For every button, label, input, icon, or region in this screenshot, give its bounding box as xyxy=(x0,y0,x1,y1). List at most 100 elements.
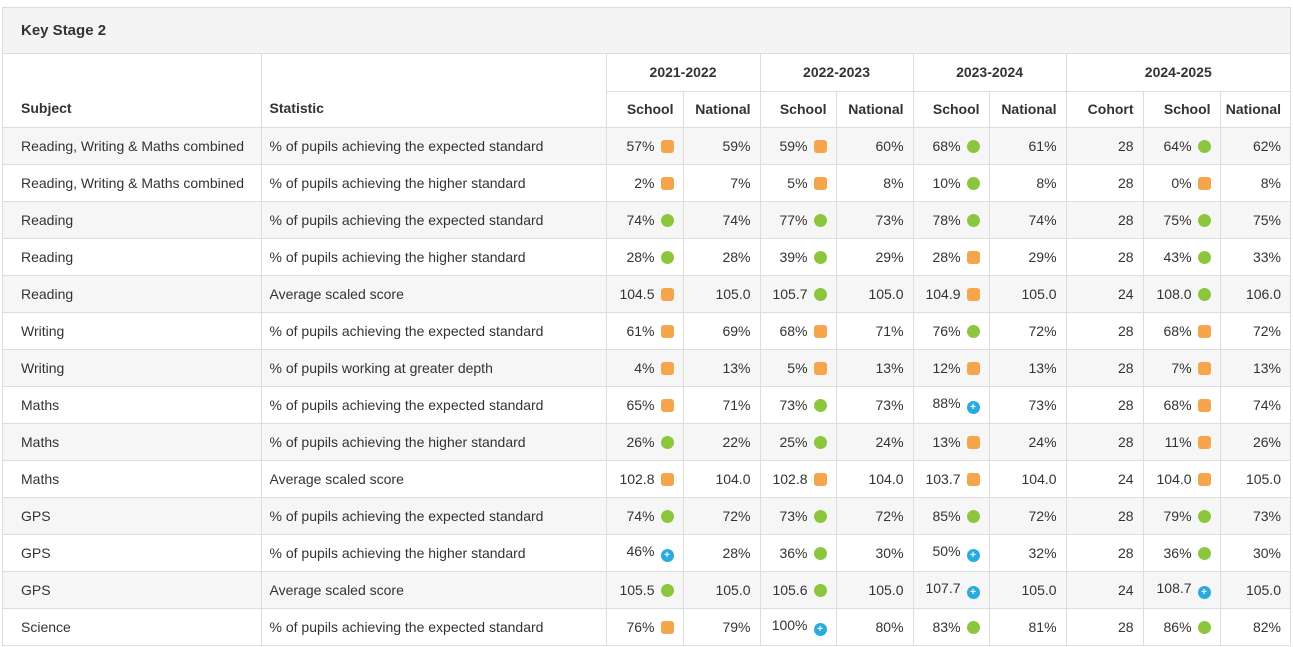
value-cell: 85% xyxy=(912,496,990,535)
circle-green-icon xyxy=(1197,509,1211,523)
value-cell: 39% xyxy=(759,237,837,276)
value-cell: 26% xyxy=(605,422,684,461)
circle-green-icon xyxy=(1197,250,1211,264)
circle-plus-blue-icon: + xyxy=(966,401,980,414)
value-cell: 64% xyxy=(1142,126,1221,165)
cell-value: 22% xyxy=(722,433,751,450)
value-cell: 79% xyxy=(682,607,761,645)
cell-value: 60% xyxy=(875,137,904,154)
cell-value: 73% xyxy=(779,396,808,413)
value-cell: 71% xyxy=(835,311,914,350)
value-cell: 73% xyxy=(759,496,837,535)
cell-value: 28 xyxy=(1117,359,1134,376)
value-cell: 29% xyxy=(988,237,1067,276)
value-cell: 8% xyxy=(988,163,1067,202)
cell-value: 73% xyxy=(875,211,904,228)
value-cell: 28 xyxy=(1065,385,1144,424)
value-cell: 104.0 xyxy=(835,459,914,498)
statistic-cell: % of pupils achieving the higher standar… xyxy=(260,163,607,202)
cell-value: 24% xyxy=(875,433,904,450)
value-cell: 36% xyxy=(759,533,837,572)
cell-value: 105.6 xyxy=(772,581,808,598)
value-cell: 104.0 xyxy=(988,459,1067,498)
cell-value: 59% xyxy=(779,137,808,154)
value-cell: 7% xyxy=(1142,348,1221,387)
column-header-national-2023-2024: National xyxy=(988,90,1067,128)
value-cell: 8% xyxy=(835,163,914,202)
circle-green-icon xyxy=(660,583,674,597)
value-cell: 100% + xyxy=(759,607,837,645)
cell-value: 106.0 xyxy=(1245,285,1281,302)
value-cell: 74% xyxy=(605,200,684,239)
circle-green-icon xyxy=(813,287,827,301)
year-group-header-2021-2022: 2021-2022 xyxy=(605,54,761,92)
cell-value: 57% xyxy=(626,137,655,154)
cell-value: 13% xyxy=(1028,359,1057,376)
results-tbody: Reading, Writing & Maths combined% of pu… xyxy=(3,126,1290,645)
cell-value: 104.9 xyxy=(925,285,961,302)
value-cell: 72% xyxy=(682,496,761,535)
value-cell: 13% xyxy=(835,348,914,387)
square-orange-icon xyxy=(813,361,827,375)
subject-cell: Reading, Writing & Maths combined xyxy=(3,163,262,202)
cell-value: 13% xyxy=(722,359,751,376)
cell-value: 83% xyxy=(932,618,961,635)
table-row: Maths% of pupils achieving the expected … xyxy=(3,385,1290,424)
column-header-school-2022-2023: School xyxy=(759,90,837,128)
subject-cell: Reading, Writing & Maths combined xyxy=(3,126,262,165)
cell-value: 7% xyxy=(730,174,751,191)
square-orange-icon xyxy=(966,287,980,301)
subject-cell: GPS xyxy=(3,496,262,535)
value-cell: 72% xyxy=(1219,311,1290,350)
value-cell: 57% xyxy=(605,126,684,165)
value-cell: 104.0 xyxy=(1142,459,1221,498)
value-cell: 78% xyxy=(912,200,990,239)
value-cell: 105.0 xyxy=(835,274,914,313)
circle-green-icon xyxy=(813,213,827,227)
cell-value: 75% xyxy=(1252,211,1281,228)
circle-green-icon xyxy=(966,509,980,523)
subject-cell: Reading xyxy=(3,274,262,313)
value-cell: 74% xyxy=(988,200,1067,239)
statistic-cell: % of pupils achieving the expected stand… xyxy=(260,496,607,535)
cell-value: 102.8 xyxy=(772,470,808,487)
value-cell: 105.0 xyxy=(988,570,1067,609)
table-row: Reading% of pupils achieving the higher … xyxy=(3,237,1290,276)
value-cell: 68% xyxy=(912,126,990,165)
circle-plus-blue-icon: + xyxy=(966,549,980,562)
cell-value: 36% xyxy=(1163,544,1192,561)
table-row: Reading, Writing & Maths combined% of pu… xyxy=(3,126,1290,165)
cell-value: 105.0 xyxy=(715,581,751,598)
value-cell: 77% xyxy=(759,200,837,239)
column-header-national-2024-2025: National xyxy=(1219,90,1290,128)
cell-value: 11% xyxy=(1164,433,1192,450)
value-cell: 59% xyxy=(682,126,761,165)
value-cell: 73% xyxy=(835,385,914,424)
value-cell: 105.0 xyxy=(988,274,1067,313)
cell-value: 4% xyxy=(634,359,655,376)
cell-value: 28% xyxy=(722,544,751,561)
cell-value: 28 xyxy=(1117,211,1134,228)
value-cell: 105.0 xyxy=(1219,570,1290,609)
cell-value: 72% xyxy=(722,507,751,524)
cell-value: 7% xyxy=(1171,359,1192,376)
cell-value: 28 xyxy=(1117,507,1134,524)
value-cell: 86% xyxy=(1142,607,1221,645)
cell-value: 13% xyxy=(932,433,961,450)
cell-value: 26% xyxy=(626,433,655,450)
value-cell: 46% + xyxy=(605,533,684,572)
square-orange-icon xyxy=(1197,176,1211,190)
square-orange-icon xyxy=(1197,398,1211,412)
value-cell: 65% xyxy=(605,385,684,424)
value-cell: 11% xyxy=(1142,422,1221,461)
cell-value: 76% xyxy=(932,322,961,339)
circle-green-icon xyxy=(813,583,827,597)
square-orange-icon xyxy=(966,435,980,449)
cell-value: 28% xyxy=(722,248,751,265)
value-cell: 28 xyxy=(1065,496,1144,535)
cell-value: 28% xyxy=(932,248,961,265)
value-cell: 24 xyxy=(1065,274,1144,313)
value-cell: 8% xyxy=(1219,163,1290,202)
circle-green-icon xyxy=(660,250,674,264)
cell-value: 8% xyxy=(1260,174,1281,191)
